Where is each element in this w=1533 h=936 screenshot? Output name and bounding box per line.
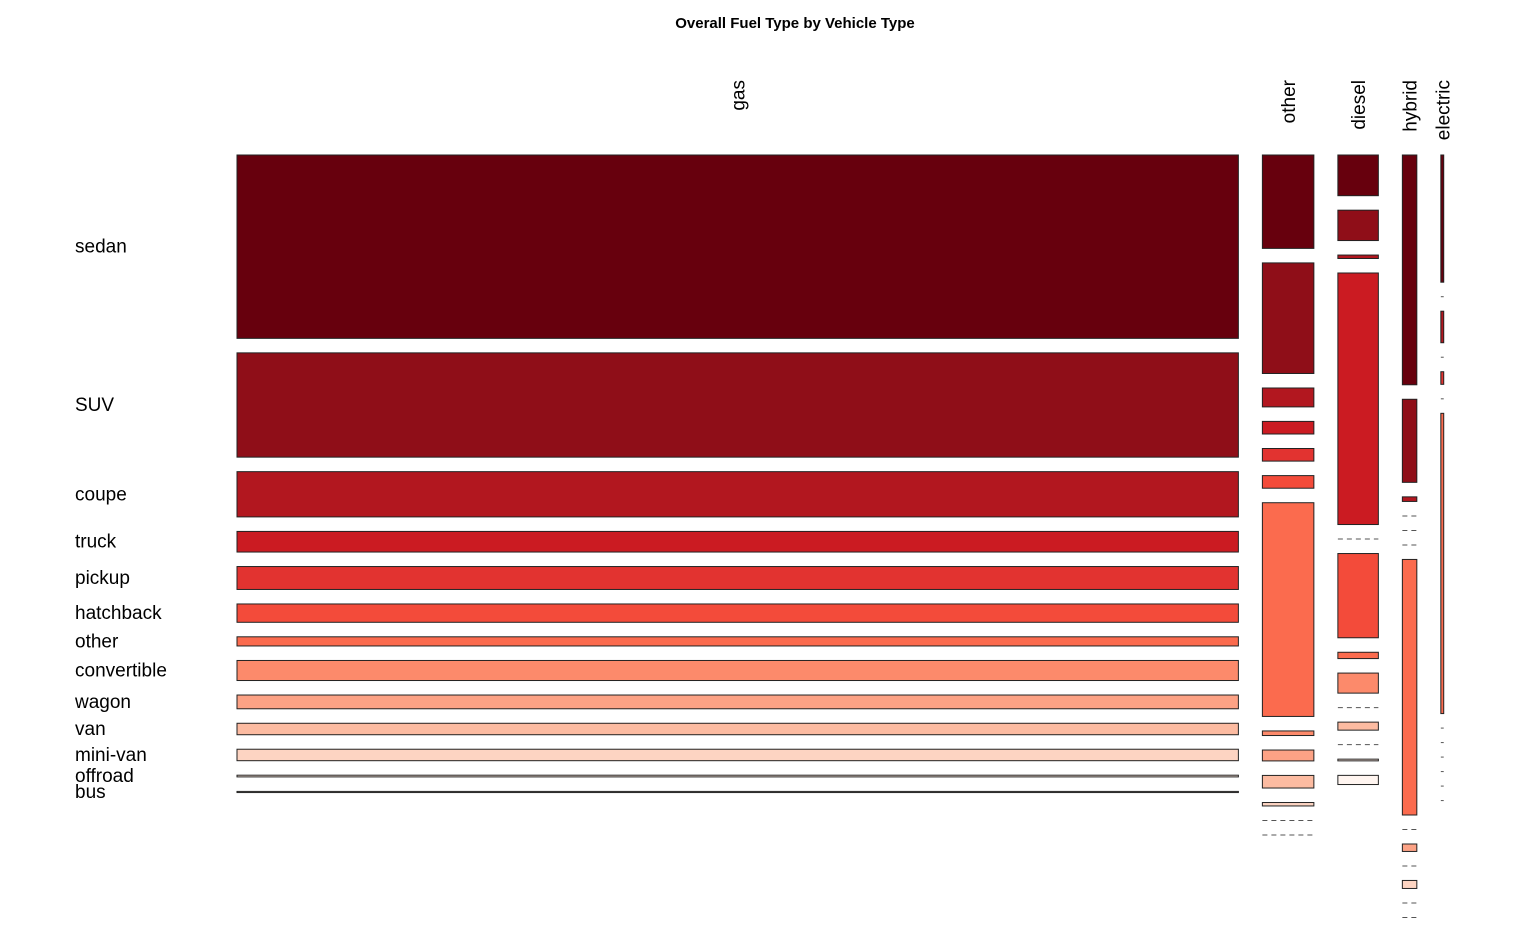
row-label-mini-van: mini-van xyxy=(75,745,147,766)
tile-diesel-coupe xyxy=(1337,254,1379,259)
mosaic-tiles xyxy=(236,154,1445,918)
tile-other-hatchback xyxy=(1261,475,1315,489)
row-label-van: van xyxy=(75,719,106,740)
row-label-coupe: coupe xyxy=(75,484,127,505)
tile-diesel-truck xyxy=(1337,272,1379,526)
chart-title: Overall Fuel Type by Vehicle Type xyxy=(675,15,915,32)
tile-other-mini-van xyxy=(1261,802,1315,807)
tile-hybrid-other xyxy=(1401,558,1418,816)
tile-electric-sedan xyxy=(1440,154,1445,283)
tile-electric-pickup xyxy=(1440,371,1445,385)
tile-electric-other xyxy=(1440,412,1445,715)
tile-gas-truck xyxy=(236,530,1239,553)
row-label-other: other xyxy=(75,631,119,652)
tile-gas-van xyxy=(236,722,1239,736)
tile-other-wagon xyxy=(1261,749,1315,762)
tile-diesel-suv xyxy=(1337,209,1379,242)
column-label-electric: electric xyxy=(1433,80,1454,140)
row-labels: sedan SUV coupe truck pickup hatchback other co… xyxy=(74,237,167,803)
tile-gas-coupe xyxy=(236,471,1239,518)
tile-diesel-hatchback xyxy=(1337,553,1379,639)
row-label-offroad: offroad xyxy=(75,766,134,787)
tile-gas-bus xyxy=(236,790,1239,794)
column-labels: gas other diesel hybrid electric xyxy=(729,79,1455,140)
tile-gas-mini-van xyxy=(236,748,1239,762)
tile-diesel-offroad xyxy=(1337,758,1379,762)
tile-diesel-sedan xyxy=(1337,154,1379,197)
row-label-convertible: convertible xyxy=(75,660,167,681)
row-label-truck: truck xyxy=(75,532,117,553)
tile-hybrid-coupe xyxy=(1401,496,1418,502)
tile-hybrid-suv xyxy=(1401,398,1418,483)
tile-other-truck xyxy=(1261,420,1315,435)
column-label-gas: gas xyxy=(729,80,750,111)
tile-other-convertible xyxy=(1261,730,1315,737)
column-label-hybrid: hybrid xyxy=(1401,80,1422,132)
tile-other-other xyxy=(1261,502,1315,717)
tile-diesel-bus xyxy=(1337,774,1379,786)
tile-electric-coupe xyxy=(1440,310,1445,344)
tile-diesel-convertible xyxy=(1337,672,1379,694)
row-label-suv: SUV xyxy=(75,395,114,416)
row-label-sedan: sedan xyxy=(75,237,127,258)
tile-diesel-other xyxy=(1337,651,1379,660)
tile-other-van xyxy=(1261,774,1315,789)
tile-gas-offroad xyxy=(236,774,1239,778)
tile-gas-convertible xyxy=(236,659,1239,682)
row-label-hatchback: hatchback xyxy=(75,603,162,624)
tile-hybrid-mini-van xyxy=(1401,879,1418,889)
tile-gas-sedan xyxy=(236,154,1239,339)
tile-diesel-van xyxy=(1337,721,1379,731)
column-label-diesel: diesel xyxy=(1349,80,1370,130)
tile-other-pickup xyxy=(1261,448,1315,462)
tile-gas-pickup xyxy=(236,566,1239,590)
column-label-other: other xyxy=(1279,79,1300,123)
tile-gas-hatchback xyxy=(236,603,1239,623)
tile-other-suv xyxy=(1261,262,1315,374)
tile-other-sedan xyxy=(1261,154,1315,249)
row-label-bus: bus xyxy=(75,782,106,803)
tile-gas-wagon xyxy=(236,694,1239,710)
row-label-pickup: pickup xyxy=(75,568,130,589)
row-label-wagon: wagon xyxy=(74,692,131,713)
tile-gas-suv xyxy=(236,352,1239,458)
tile-other-coupe xyxy=(1261,387,1315,408)
tile-gas-other xyxy=(236,636,1239,647)
tile-hybrid-wagon xyxy=(1401,843,1418,852)
tile-hybrid-sedan xyxy=(1401,154,1418,386)
